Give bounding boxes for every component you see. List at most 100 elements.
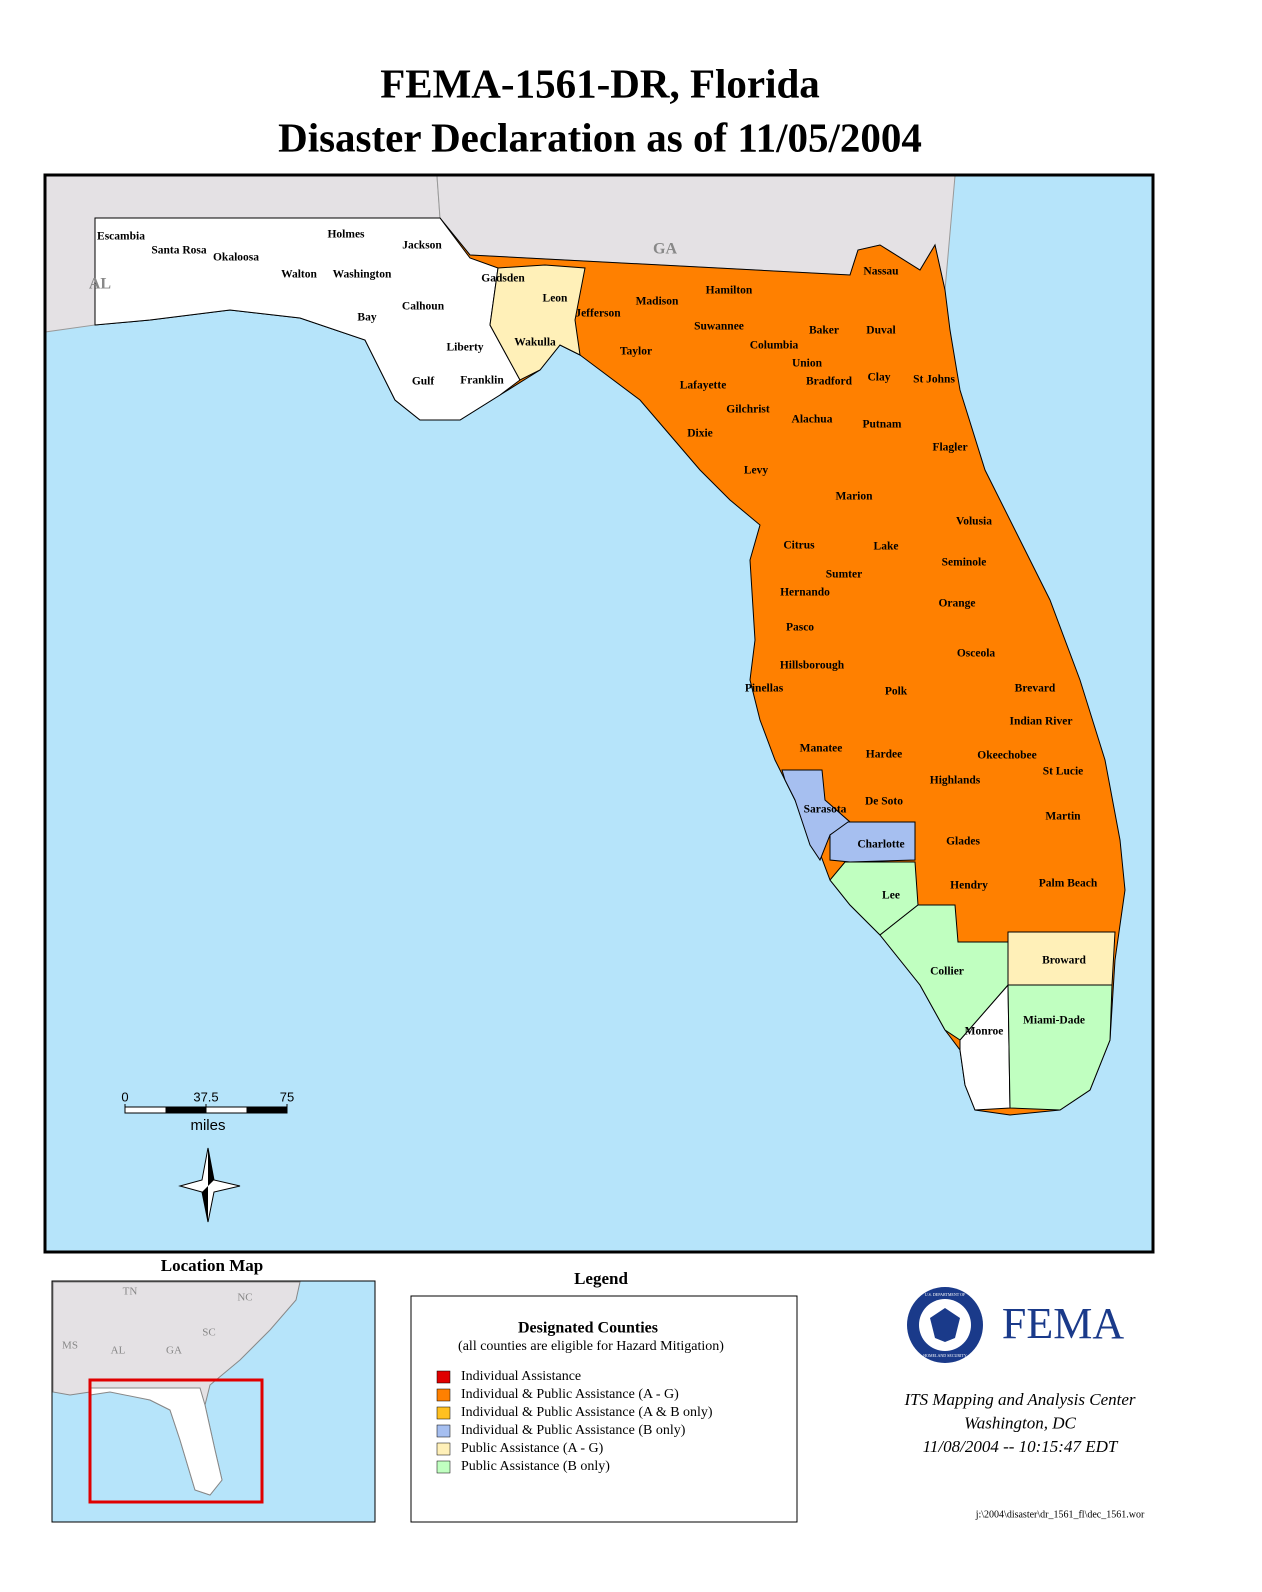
county-label: Taylor [620,346,652,358]
county-region [489,264,586,381]
county-label: St Lucie [1043,766,1084,778]
map-frame [43,173,1155,1254]
seal-eagle [930,1308,960,1342]
scale-bar [165,1107,206,1113]
county-label: Volusia [956,516,992,528]
county-label: Levy [744,465,769,477]
county-label: Hendry [950,880,988,892]
county-label: Monroe [965,1026,1004,1038]
county-label: Walton [281,269,317,281]
county-label: Baker [809,325,839,337]
county-label: Sarasota [804,804,847,816]
county-label: Brevard [1015,683,1056,695]
county-label: Nassau [863,266,899,278]
legend-label: Individual & Public Assistance (A & B on… [461,1405,713,1420]
county-label: Broward [1042,955,1086,967]
county-label: Martin [1045,811,1081,823]
legend-subtitle: (all counties are eligible for Hazard Mi… [458,1339,724,1354]
county-label: Putnam [863,419,902,431]
county-label: De Soto [865,796,903,808]
county-label: Pasco [786,622,814,634]
panhandle [94,217,521,421]
county-label: Hardee [866,749,902,761]
county-label: Gulf [412,376,435,388]
county-label: Lafayette [680,380,727,392]
county-label: Dixie [687,428,713,440]
county-label: Leon [543,293,569,305]
map [44,175,1153,1252]
state-label: GA [653,241,677,258]
legend-swatch [436,1406,451,1420]
county-label: Okaloosa [213,252,259,264]
county-label: Suwannee [694,321,744,333]
county-label: Alachua [792,414,833,426]
county-label: Palm Beach [1039,878,1098,890]
county-label: Hillsborough [780,660,845,672]
location-state: GA [166,1345,182,1357]
county-label: Union [792,358,823,370]
county-label: Indian River [1010,716,1073,728]
location-title: Location Map [161,1256,263,1275]
county-label: Glades [946,836,980,848]
location-florida [89,1387,223,1496]
location-state: MS [62,1340,78,1352]
seal-text: U.S. DEPARTMENT OF [925,1292,966,1297]
county-label: Highlands [930,775,981,787]
legend-title: Designated Counties [518,1320,658,1337]
county-label: Seminole [942,557,987,569]
county-label: Orange [938,598,975,610]
county-label: Collier [930,966,964,978]
state-label: AL [89,276,111,293]
county-label: Pinellas [745,683,784,695]
county-label: Citrus [783,540,815,552]
county-label: Madison [636,296,679,308]
county-label: Clay [868,372,891,384]
county-label: Calhoun [402,301,445,313]
county-label: Wakulla [514,337,556,349]
county-label: Franklin [460,375,504,387]
county-label: Hernando [780,587,830,599]
county-region [1007,984,1113,1111]
seal-text: HOMELAND SECURITY [923,1353,967,1358]
location-state: SC [202,1327,215,1339]
legend-swatch [436,1442,451,1456]
credit: 11/08/2004 -- 10:15:47 EDT [923,1437,1119,1456]
county-label: Columbia [750,340,799,352]
location-state: AL [111,1345,126,1357]
county-label: Miami-Dade [1023,1015,1085,1027]
county-label: Escambia [97,231,145,243]
county-label: Duval [866,325,895,337]
county-label: Osceola [957,648,996,660]
legend-label: Public Assistance (A - G) [461,1441,604,1456]
legend-swatch [436,1388,451,1402]
legend-label: Individual Assistance [461,1369,581,1384]
county-label: Marion [835,491,873,503]
legend-label: Individual & Public Assistance (A - G) [461,1387,679,1402]
county-label: Manatee [800,743,843,755]
legend-swatch [436,1370,451,1384]
credit: ITS Mapping and Analysis Center [903,1390,1135,1409]
county-label: Gadsden [481,273,525,285]
county-label: Flagler [932,442,967,454]
county-label: Gilchrist [726,404,770,416]
scale-label: 0 [121,1089,128,1104]
county-region [781,769,851,862]
county-label: Santa Rosa [151,245,207,257]
scale-bar [246,1107,287,1113]
logo-text: FEMA [1002,1299,1124,1348]
county-region [879,904,1009,1041]
county-label: Bradford [806,376,853,388]
compass [178,1147,241,1223]
location-state: NC [237,1292,252,1304]
county-label: Washington [333,269,392,281]
county-label: Jackson [402,240,442,252]
scale-label: 37.5 [193,1089,218,1104]
county-label: Jefferson [575,308,621,320]
file-path: j:\2004\disaster\dr_1561_fl\dec_1561.wor [975,1509,1145,1520]
title: FEMA-1561-DR, Florida [380,60,820,106]
county-label: Hamilton [706,285,753,297]
county-label: Liberty [446,342,483,354]
county-label: Bay [357,312,376,324]
county-label: Charlotte [857,839,904,851]
